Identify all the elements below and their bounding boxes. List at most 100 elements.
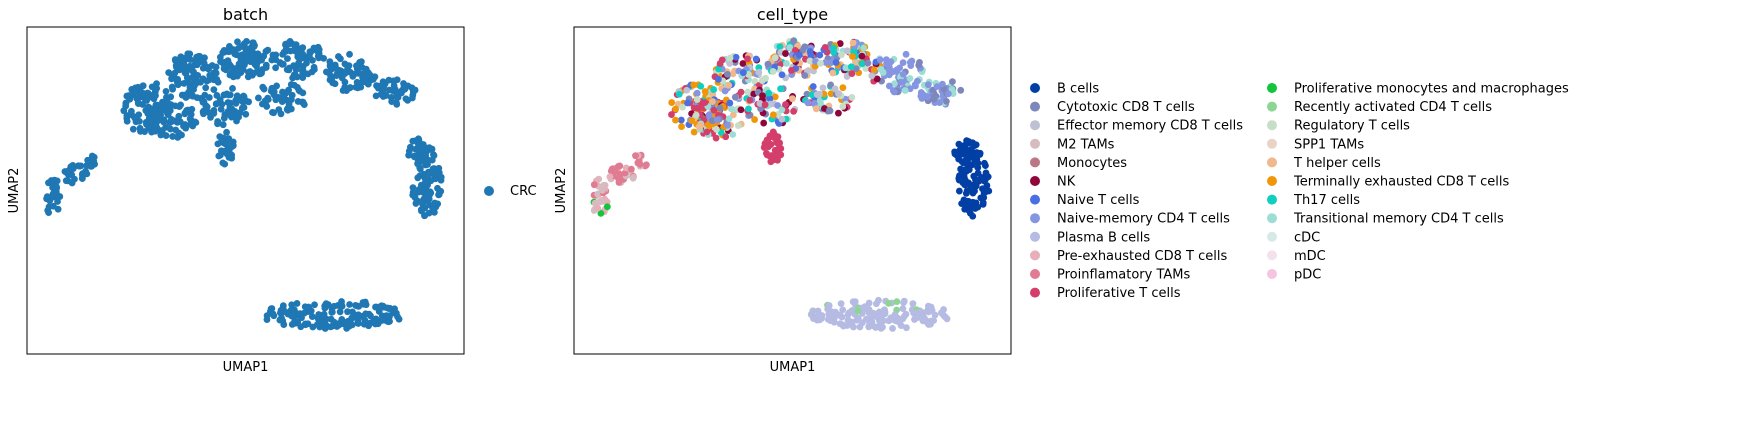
data-point [955, 140, 963, 148]
data-point [220, 65, 228, 73]
data-point [315, 311, 323, 318]
data-point [880, 306, 888, 314]
data-point [731, 93, 739, 101]
legend-marker-th17-cells [1267, 194, 1277, 205]
data-point [149, 127, 157, 135]
data-point [291, 71, 299, 78]
data-point [434, 184, 441, 192]
data-point [277, 307, 285, 314]
data-point [167, 116, 175, 123]
data-point [352, 301, 359, 309]
data-point [734, 122, 742, 129]
data-point [971, 187, 978, 195]
data-point [425, 190, 433, 198]
data-point [199, 98, 207, 106]
data-point [752, 55, 760, 63]
legend-label-proliferative-t-cells: Proliferative T cells [1057, 286, 1181, 301]
data-point [162, 132, 170, 139]
data-point [270, 109, 278, 117]
data-point [872, 324, 880, 331]
data-point [148, 83, 156, 91]
data-point [186, 115, 194, 123]
data-point [232, 113, 240, 121]
data-point [219, 121, 227, 129]
data-point [842, 64, 850, 72]
data-point [205, 109, 213, 117]
data-point [972, 150, 980, 158]
data-point [936, 99, 943, 106]
data-point [594, 190, 602, 198]
data-point [272, 64, 280, 72]
data-point [899, 70, 907, 78]
data-point [683, 86, 691, 94]
legend-marker-b-cells [1030, 83, 1040, 93]
data-point [269, 310, 277, 318]
data-point [417, 198, 425, 206]
data-point [373, 303, 380, 311]
data-point [261, 97, 269, 105]
data-point [942, 97, 950, 105]
data-point [184, 92, 191, 100]
data-point [176, 118, 184, 126]
data-point [240, 104, 248, 111]
data-point [305, 303, 313, 311]
data-point [919, 317, 927, 325]
data-point [765, 89, 773, 97]
x-axis-label-0: UMAP1 [223, 360, 269, 375]
data-point [331, 80, 339, 88]
data-point [713, 125, 720, 133]
data-point [171, 102, 179, 110]
data-point [806, 48, 814, 55]
data-point [933, 83, 941, 91]
data-point [417, 206, 425, 214]
data-point [415, 146, 423, 154]
data-point [804, 99, 812, 107]
data-point [284, 55, 291, 63]
data-point [614, 174, 622, 182]
data-point [724, 70, 731, 78]
data-point [744, 88, 752, 96]
data-point [848, 318, 856, 326]
data-point [714, 75, 722, 83]
data-point [346, 50, 353, 58]
data-point [864, 59, 872, 67]
data-point [268, 84, 276, 92]
data-point [903, 324, 910, 332]
data-point [777, 85, 784, 93]
data-point [235, 66, 243, 74]
data-point [178, 131, 185, 139]
data-point [899, 315, 907, 323]
data-point [346, 84, 354, 91]
data-point [279, 317, 287, 325]
data-point [136, 124, 144, 132]
data-point [695, 104, 703, 112]
data-point [192, 119, 200, 126]
data-point [44, 206, 52, 214]
data-point [889, 68, 897, 75]
data-point [210, 86, 218, 94]
data-point [220, 47, 228, 54]
data-point [834, 311, 842, 319]
data-point [283, 66, 291, 74]
data-point [215, 152, 223, 160]
data-point [232, 99, 240, 107]
data-point [280, 92, 288, 100]
data-point [54, 198, 61, 205]
data-point [774, 102, 782, 109]
data-point [409, 184, 417, 192]
legend-label-t-helper-cells: T helper cells [1293, 156, 1381, 171]
data-point [873, 75, 881, 83]
data-point [292, 41, 300, 49]
data-point [621, 169, 629, 177]
data-point [139, 82, 147, 90]
data-point [726, 99, 734, 107]
data-point [788, 66, 795, 74]
data-point [745, 105, 752, 113]
data-point [806, 57, 814, 65]
data-point [212, 100, 220, 108]
data-point [425, 168, 432, 176]
data-point [435, 164, 443, 172]
data-point [969, 212, 977, 220]
legend-label-crc: CRC [510, 184, 537, 199]
legend-marker-proliferative-t-cells [1030, 287, 1040, 298]
